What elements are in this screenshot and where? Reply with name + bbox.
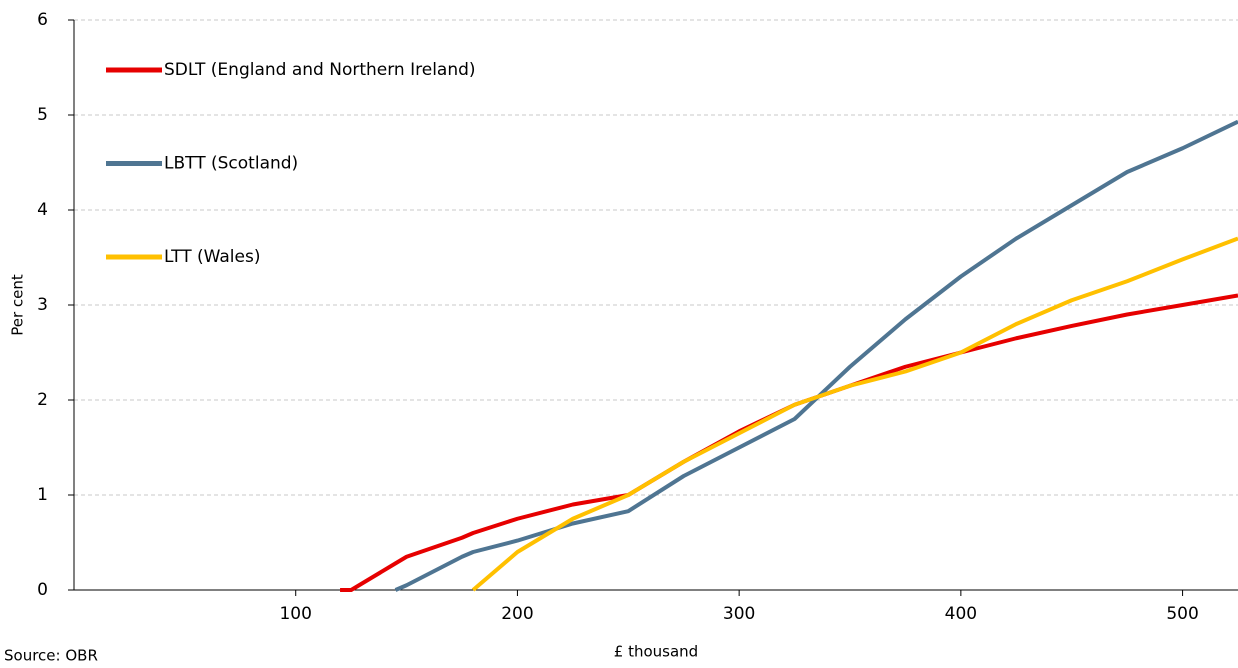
y-tick-label: 3 bbox=[37, 295, 48, 315]
y-tick-label: 6 bbox=[37, 10, 48, 30]
x-tick-label: 100 bbox=[279, 604, 311, 624]
series-line bbox=[394, 119, 1238, 592]
source-note: Source: OBR bbox=[4, 647, 98, 665]
x-tick-label: 200 bbox=[501, 604, 533, 624]
y-tick-label: 1 bbox=[37, 485, 48, 505]
legend-label: SDLT (England and Northern Ireland) bbox=[164, 60, 476, 80]
y-tick-label: 4 bbox=[37, 200, 48, 220]
y-axis-label: Per cent bbox=[9, 274, 27, 336]
series-line bbox=[471, 236, 1238, 592]
series-line bbox=[340, 293, 1238, 592]
x-tick-label: 300 bbox=[723, 604, 755, 624]
x-tick-label: 500 bbox=[1166, 604, 1198, 624]
legend-label: LBTT (Scotland) bbox=[164, 154, 298, 174]
x-tick-label: 400 bbox=[945, 604, 977, 624]
y-tick-label: 5 bbox=[37, 105, 48, 125]
x-axis-label: £ thousand bbox=[614, 643, 698, 661]
y-tick-label: 2 bbox=[37, 390, 48, 410]
y-tick-label: 0 bbox=[37, 580, 48, 600]
legend-label: LTT (Wales) bbox=[164, 247, 260, 267]
